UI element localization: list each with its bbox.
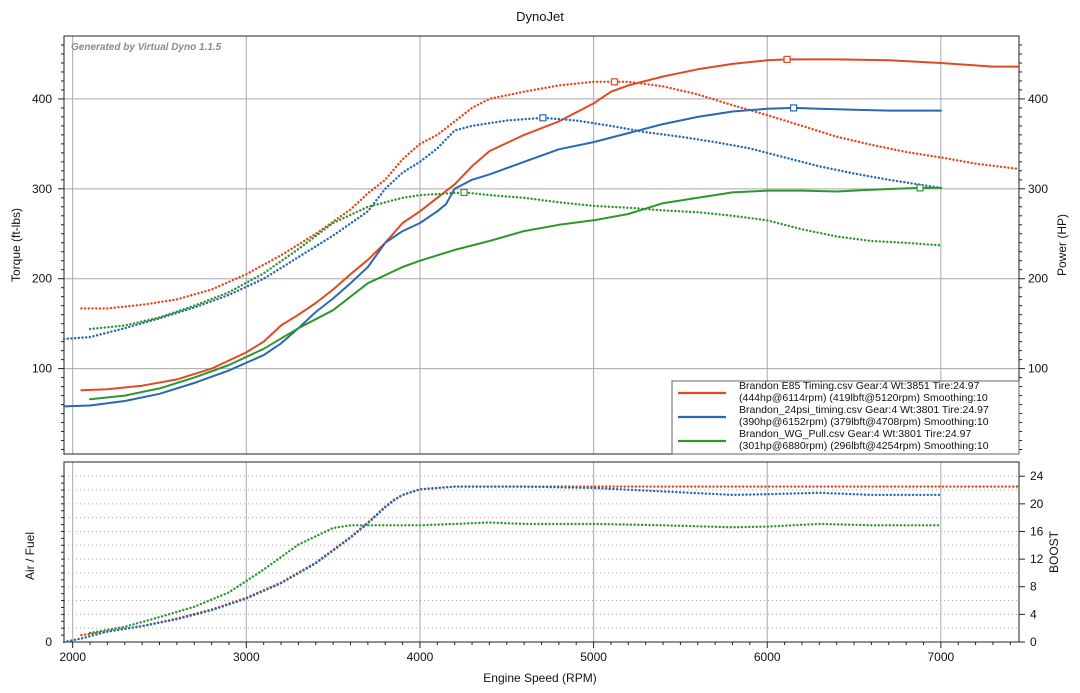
torque-tick-label: 300 xyxy=(32,182,52,196)
power-tick-label: 200 xyxy=(1028,272,1048,286)
torque-power-red-peak-marker xyxy=(610,78,619,86)
boost-tick-label: 0 xyxy=(1030,635,1037,649)
torque-power-blue-dotted-line xyxy=(62,116,943,341)
power-axis-label: Power (HP) xyxy=(1055,214,1069,276)
torque-power-blue-peak-marker xyxy=(539,114,547,122)
legend-entry-line1: Brandon_24psi_timing.csv Gear:4 Wt:3801 … xyxy=(739,404,989,416)
x-tick-label: 2000 xyxy=(59,650,86,664)
x-tick-label: 5000 xyxy=(580,650,607,664)
boost-tick-label: 4 xyxy=(1030,607,1037,621)
power-tick-label: 100 xyxy=(1028,362,1048,376)
torque-power-blue-solid-line xyxy=(63,106,942,408)
x-tick-label: 3000 xyxy=(233,650,260,664)
rpm-axis-label: Engine Speed (RPM) xyxy=(483,671,596,685)
torque-axis-label: Torque (ft-lbs) xyxy=(9,208,23,282)
torque-power-red-dotted-line xyxy=(80,80,1021,310)
torque-power-red-solid-line xyxy=(80,58,1020,392)
boost-tick-label: 24 xyxy=(1030,469,1044,483)
torque-power-green-peak-marker xyxy=(460,188,468,197)
boost-plot-frame xyxy=(63,461,1020,643)
x-tick-label: 4000 xyxy=(407,650,434,664)
x-tick-label: 6000 xyxy=(754,650,781,664)
legend: Brandon E85 Timing.csv Gear:4 Wt:3851 Ti… xyxy=(671,380,1020,455)
torque-plot-frame xyxy=(63,35,1020,455)
torque-power-green-solid-line xyxy=(89,186,942,401)
boost-green-dotted-line xyxy=(88,521,943,635)
power-blue-peak-marker xyxy=(790,104,798,112)
legend-entry-line2: (444hp@6114rpm) (419lbft@5120rpm) Smooth… xyxy=(739,392,988,404)
legend-entry-line1: Brandon_WG_Pull.csv Gear:4 Wt:3801 Tire:… xyxy=(739,428,971,440)
torque-tick-label: 400 xyxy=(32,92,52,106)
watermark: Generated by Virtual Dyno 1.1.5 xyxy=(71,42,222,53)
torque-tick-label: 200 xyxy=(32,272,52,286)
airfuel-tick-label: 0 xyxy=(45,635,52,649)
x-tick-label: 7000 xyxy=(928,650,955,664)
boost-tick-label: 16 xyxy=(1030,524,1044,538)
power-red-peak-marker xyxy=(783,55,791,63)
boost-red-dotted-line xyxy=(80,485,1021,637)
chart-title: DynoJet xyxy=(516,9,564,24)
boost-blue-dotted-line xyxy=(62,485,943,644)
boost-tick-label: 12 xyxy=(1030,552,1044,566)
power-tick-label: 400 xyxy=(1028,92,1048,106)
boost-axis-label: BOOST xyxy=(1047,530,1061,573)
legend-entry-line2: (301hp@6880rpm) (296lbft@4254rpm) Smooth… xyxy=(739,440,989,452)
power-green-peak-marker xyxy=(916,184,924,192)
torque-power-green-dotted-line xyxy=(88,191,943,331)
boost-tick-label: 20 xyxy=(1030,497,1044,511)
air-fuel-axis-label: Air / Fuel xyxy=(23,532,37,580)
boost-tick-label: 8 xyxy=(1030,580,1037,594)
power-tick-label: 300 xyxy=(1028,182,1048,196)
legend-box xyxy=(671,380,1020,455)
torque-tick-label: 100 xyxy=(32,362,52,376)
legend-entry-line2: (390hp@6152rpm) (379lbft@4708rpm) Smooth… xyxy=(739,416,989,428)
legend-entry-line1: Brandon E85 Timing.csv Gear:4 Wt:3851 Ti… xyxy=(739,380,980,392)
